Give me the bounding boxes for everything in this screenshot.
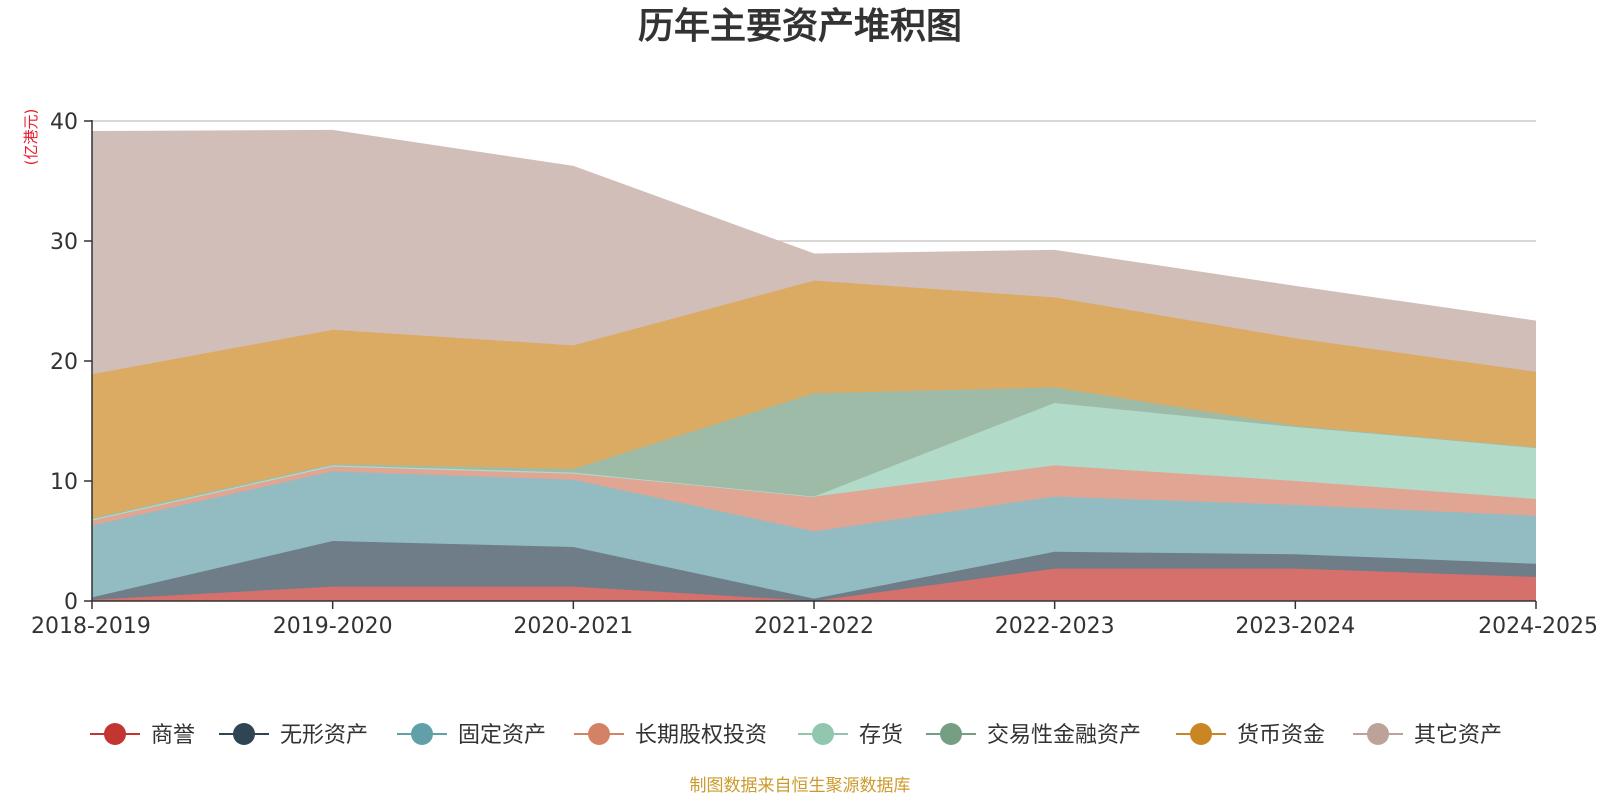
x-tick-label: 2020-2021 [513, 614, 633, 639]
legend-label: 交易性金融资产 [987, 723, 1141, 748]
legend-marker [233, 723, 255, 745]
x-tick-label: 2019-2020 [273, 614, 393, 639]
legend-item-货币资金[interactable]: 货币资金 [1176, 723, 1325, 748]
y-tick-label: 20 [50, 350, 78, 375]
legend-marker [411, 723, 433, 745]
legend-item-长期股权投资[interactable]: 长期股权投资 [574, 723, 767, 748]
area-series-group [91, 129, 1537, 602]
legend-item-无形资产[interactable]: 无形资产 [219, 723, 368, 748]
legend-item-存货[interactable]: 存货 [798, 723, 903, 748]
x-tick-label: 2018-2019 [31, 614, 151, 639]
legend-label: 无形资产 [280, 723, 368, 748]
legend-item-其它资产[interactable]: 其它资产 [1353, 723, 1502, 748]
legend-marker [588, 723, 610, 745]
y-axis-unit-label: (亿港元) [22, 109, 40, 166]
x-tick-label: 2022-2023 [995, 614, 1115, 639]
legend-label: 其它资产 [1414, 723, 1502, 748]
legend-label: 货币资金 [1237, 723, 1325, 748]
legend-item-固定资产[interactable]: 固定资产 [397, 723, 546, 748]
y-tick-label: 40 [50, 110, 78, 135]
legend-marker [1190, 723, 1212, 745]
legend-label: 存货 [859, 723, 903, 748]
source-footnote: 制图数据来自恒生聚源数据库 [690, 776, 911, 796]
legend-marker [104, 723, 126, 745]
area-无形资产 [92, 541, 1536, 601]
x-tick-label: 2023-2024 [1235, 614, 1355, 639]
area-其它资产 [92, 130, 1536, 375]
legend-marker [940, 723, 962, 745]
area-交易性金融资产 [92, 387, 1536, 520]
chart-title: 历年主要资产堆积图 [638, 6, 962, 47]
axes: 0 10 20 30 40 2018-2019 2019-2020 2020-2021 2021… [31, 110, 1598, 639]
area-存货 [92, 403, 1536, 521]
x-tick-label: 2024-2025 [1478, 614, 1598, 639]
legend-marker [812, 723, 834, 745]
legend-label: 长期股权投资 [635, 723, 767, 748]
x-tick-label: 2021-2022 [754, 614, 874, 639]
legend[interactable]: 商誉 无形资产 固定资产 长期股权投资 存货 交易性金融资产 货币资金 其它资产 [90, 723, 1502, 748]
legend-label: 固定资产 [458, 723, 546, 748]
area-长期股权投资 [92, 465, 1536, 532]
area-货币资金 [92, 280, 1536, 519]
y-tick-label: 10 [50, 470, 78, 495]
legend-item-交易性金融资产[interactable]: 交易性金融资产 [926, 723, 1141, 748]
area-商誉 [92, 568, 1536, 601]
area-top-line-其它资产 [91, 129, 1537, 323]
area-固定资产 [92, 471, 1536, 599]
y-tick-label: 30 [50, 230, 78, 255]
legend-marker [1367, 723, 1389, 745]
legend-label: 商誉 [151, 723, 195, 748]
y-tick-label: 0 [64, 590, 78, 615]
legend-item-商誉[interactable]: 商誉 [90, 723, 195, 748]
